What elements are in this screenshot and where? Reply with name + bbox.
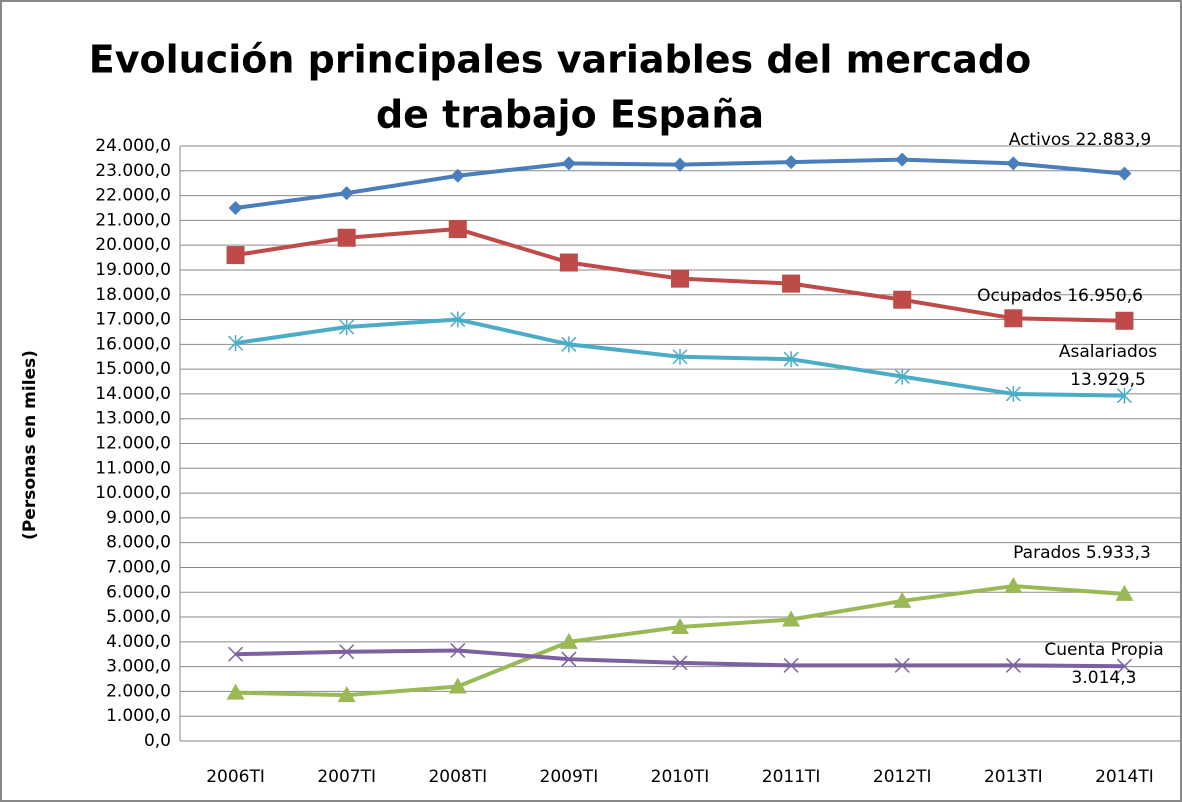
marker xyxy=(226,246,245,265)
x-tick-label: 2012TI xyxy=(873,767,932,787)
marker xyxy=(561,651,577,667)
y-tick-label: 15.000,0 xyxy=(95,359,171,379)
x-tick-label: 2014TI xyxy=(1095,767,1154,787)
marker xyxy=(1004,309,1023,328)
marker xyxy=(448,220,467,239)
y-tick-label: 16.000,0 xyxy=(95,334,171,354)
marker xyxy=(1006,156,1021,171)
marker xyxy=(784,155,799,170)
y-tick-label: 14.000,0 xyxy=(95,384,171,404)
marker xyxy=(339,644,355,660)
marker xyxy=(339,186,354,201)
x-tick-label: 2009TI xyxy=(540,767,599,787)
x-tick-label: 2011TI xyxy=(762,767,821,787)
marker xyxy=(450,168,465,183)
annotation: Asalariados xyxy=(1059,342,1157,362)
y-tick-label: 12.000,0 xyxy=(95,434,171,454)
marker xyxy=(561,336,577,353)
marker xyxy=(672,348,688,365)
y-tick-label: 13.000,0 xyxy=(95,409,171,429)
y-tick-label: 23.000,0 xyxy=(95,161,171,181)
marker xyxy=(895,152,910,167)
y-tick-label: 22.000,0 xyxy=(95,186,171,206)
marker xyxy=(448,677,467,694)
marker xyxy=(559,253,578,272)
y-tick-label: 21.000,0 xyxy=(95,210,171,230)
marker xyxy=(450,311,466,328)
marker xyxy=(1115,311,1134,330)
marker xyxy=(1115,584,1134,601)
marker xyxy=(783,351,799,368)
marker xyxy=(226,683,245,700)
marker xyxy=(1005,385,1021,402)
y-tick-label: 20.000,0 xyxy=(95,235,171,255)
y-tick-label: 0,0 xyxy=(144,731,171,751)
marker xyxy=(337,228,356,247)
marker xyxy=(1117,166,1132,181)
annotation: Parados 5.933,3 xyxy=(1013,543,1151,563)
y-tick-label: 8.000,0 xyxy=(106,533,171,553)
y-tick-label: 3.000,0 xyxy=(106,657,171,677)
marker xyxy=(893,591,912,608)
y-tick-label: 4.000,0 xyxy=(106,632,171,652)
x-tick-label: 2007TI xyxy=(317,767,376,787)
marker xyxy=(1005,657,1021,673)
marker xyxy=(228,200,243,215)
marker xyxy=(228,646,244,662)
marker xyxy=(1116,387,1132,404)
marker xyxy=(894,368,910,385)
y-tick-label: 24.000,0 xyxy=(95,136,171,156)
y-tick-label: 7.000,0 xyxy=(106,557,171,577)
marker xyxy=(1004,577,1023,594)
y-tick-label: 6.000,0 xyxy=(106,582,171,602)
marker xyxy=(561,156,576,171)
y-tick-label: 5.000,0 xyxy=(106,607,171,627)
marker xyxy=(228,335,244,352)
marker xyxy=(337,686,356,703)
annotation: 13.929,5 xyxy=(1070,370,1146,390)
y-tick-label: 9.000,0 xyxy=(106,508,171,528)
y-tick-label: 11.000,0 xyxy=(95,458,171,478)
marker xyxy=(671,269,689,288)
marker xyxy=(673,157,687,172)
annotation: Activos 22.883,9 xyxy=(1009,130,1152,150)
marker xyxy=(782,610,801,627)
marker xyxy=(893,290,912,309)
marker xyxy=(559,632,578,649)
annotation: Cuenta Propia xyxy=(1044,640,1163,660)
annotation: Ocupados 16.950,6 xyxy=(977,286,1143,306)
y-tick-label: 17.000,0 xyxy=(95,310,171,330)
chart-title: Evolución principales variables del merc… xyxy=(89,38,1031,82)
y-tick-label: 1.000,0 xyxy=(106,706,171,726)
y-tick-label: 2.000,0 xyxy=(106,681,171,701)
annotation: 3.014,3 xyxy=(1072,668,1137,688)
marker xyxy=(783,657,799,673)
y-tick-label: 18.000,0 xyxy=(95,285,171,305)
y-tick-label: 10.000,0 xyxy=(95,483,171,503)
marker xyxy=(450,642,466,659)
x-tick-label: 2008TI xyxy=(428,767,487,787)
x-tick-label: 2013TI xyxy=(984,767,1043,787)
marker xyxy=(1116,658,1132,674)
marker xyxy=(894,657,910,673)
marker xyxy=(782,274,801,293)
chart-title: de trabajo España xyxy=(376,93,764,137)
marker xyxy=(672,655,688,671)
marker xyxy=(339,318,355,335)
y-axis-label: (Personas en miles) xyxy=(20,350,40,540)
marker xyxy=(671,617,689,634)
x-tick-label: 2010TI xyxy=(651,767,710,787)
y-tick-label: 19.000,0 xyxy=(95,260,171,280)
x-tick-label: 2006TI xyxy=(206,767,265,787)
